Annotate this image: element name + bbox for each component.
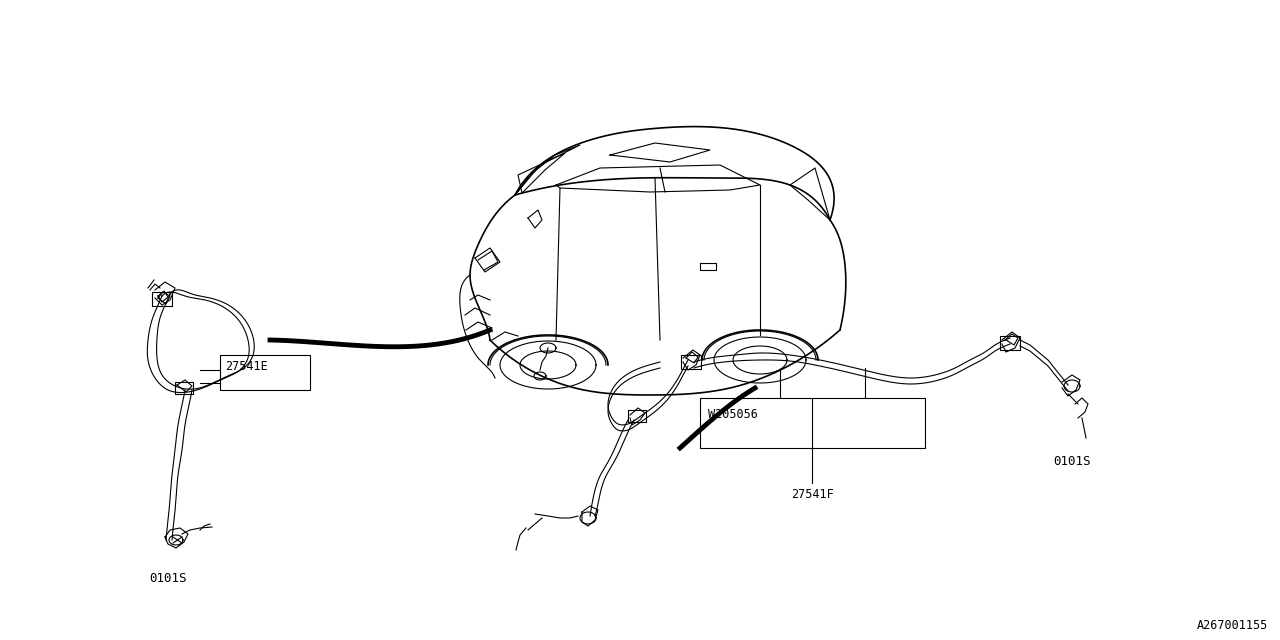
FancyBboxPatch shape <box>681 355 701 369</box>
FancyBboxPatch shape <box>175 382 193 394</box>
Text: A267001155: A267001155 <box>1197 619 1268 632</box>
FancyBboxPatch shape <box>628 410 646 422</box>
FancyBboxPatch shape <box>220 355 310 390</box>
Text: 0101S: 0101S <box>1053 455 1091 468</box>
FancyBboxPatch shape <box>152 292 172 306</box>
Text: 0101S: 0101S <box>150 572 187 585</box>
FancyBboxPatch shape <box>700 398 925 448</box>
FancyBboxPatch shape <box>1000 336 1020 350</box>
Text: 27541E: 27541E <box>225 360 268 373</box>
Text: 27541F: 27541F <box>791 488 833 501</box>
Text: W205056: W205056 <box>708 408 758 421</box>
